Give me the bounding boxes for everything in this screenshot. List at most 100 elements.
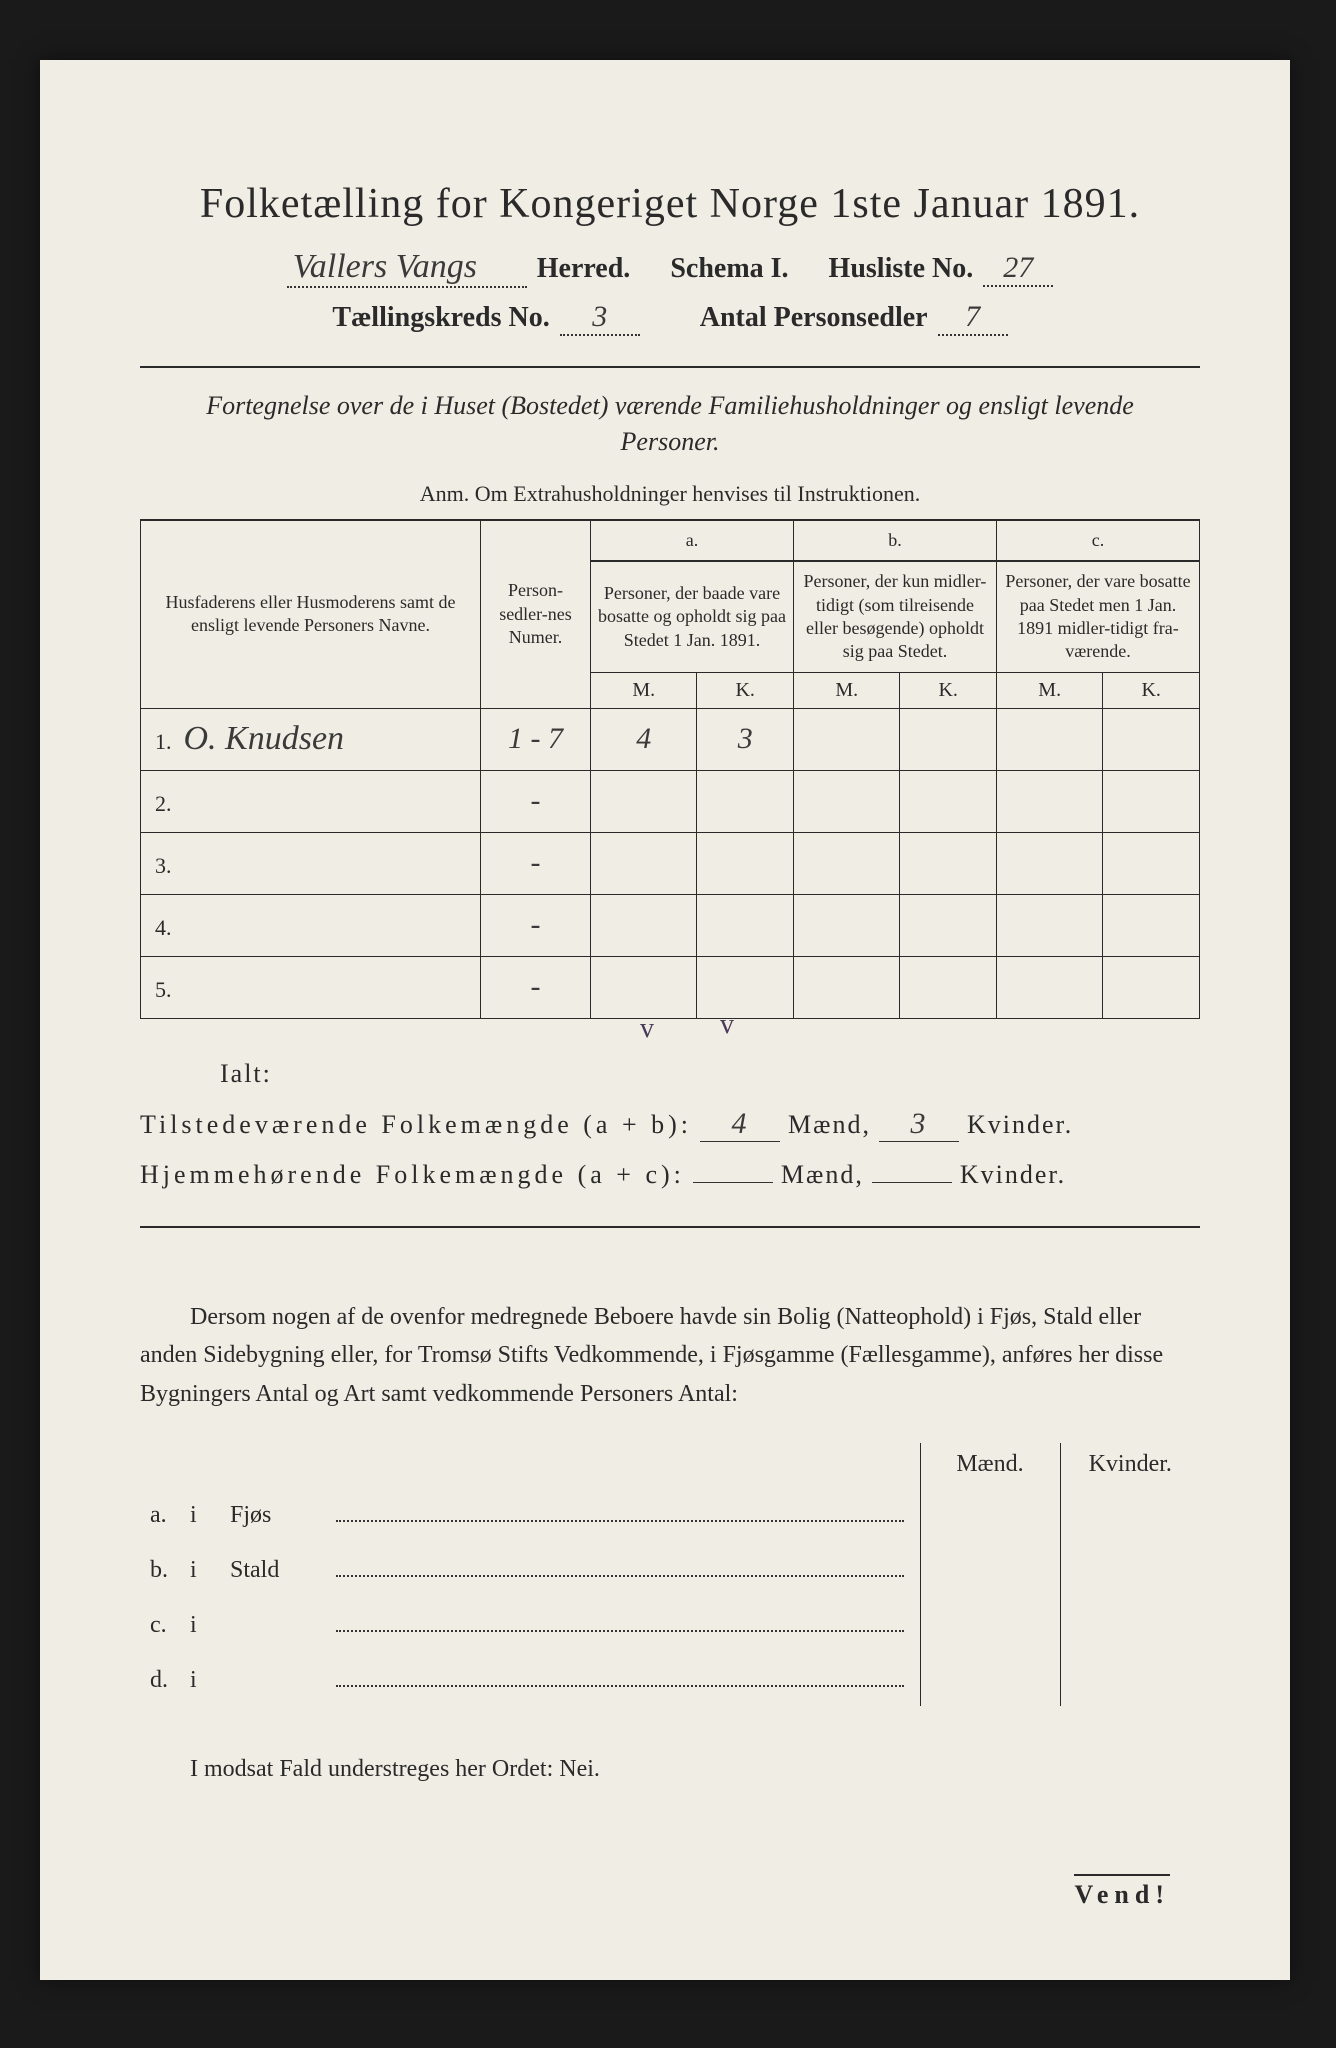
hjemme-label: Hjemmehørende Folkemængde (a + c):	[140, 1160, 685, 1190]
kreds-label: Tællingskreds No.	[332, 302, 549, 334]
table-row: 5. -	[141, 956, 1200, 1018]
row-b-m	[793, 832, 899, 894]
row-name: 4.	[141, 894, 481, 956]
herred-label: Herred.	[537, 253, 631, 285]
divider-2	[140, 1226, 1200, 1228]
col-c-m: M.	[996, 672, 1102, 708]
row-a-m: 4	[591, 708, 697, 770]
row-name: 2.	[141, 770, 481, 832]
row-c-m	[996, 770, 1102, 832]
antal-label: Antal Personsedler	[700, 302, 928, 334]
maend-label-1: Mænd,	[788, 1110, 871, 1140]
col-name-header: Husfaderens eller Husmoderens samt de en…	[141, 520, 481, 708]
annotation-note: Anm. Om Extrahusholdninger henvises til …	[140, 481, 1200, 507]
husliste-label: Husliste No.	[829, 253, 974, 285]
row-c-k	[1103, 708, 1200, 770]
page-title: Folketælling for Kongeriget Norge 1ste J…	[140, 180, 1200, 228]
building-label-cell: a.iFjøs	[140, 1486, 920, 1541]
ialt-label: Ialt:	[220, 1059, 1200, 1089]
table-row: 4. -	[141, 894, 1200, 956]
kvinder-label-1: Kvinder.	[967, 1110, 1073, 1140]
row-b-k	[900, 770, 997, 832]
building-label-cell: b.iStald	[140, 1541, 920, 1596]
col-numer-header: Person-sedler-nes Numer.	[481, 520, 591, 708]
kvinder-label-2: Kvinder.	[960, 1160, 1066, 1190]
col-b-header: Personer, der kun midler-tidigt (som til…	[793, 561, 996, 672]
col-b-top: b.	[793, 520, 996, 561]
row-numer: 1 - 7	[481, 708, 591, 770]
row-numer: -	[481, 770, 591, 832]
col-a-top: a.	[591, 520, 794, 561]
building-row: d.i	[140, 1651, 1200, 1706]
table-row: 3. -	[141, 832, 1200, 894]
row-a-k	[697, 894, 794, 956]
col-c-k: K.	[1103, 672, 1200, 708]
row-c-k	[1103, 956, 1200, 1018]
building-paragraph: Dersom nogen af de ovenfor medregnede Be…	[140, 1298, 1200, 1413]
row-numer: -	[481, 894, 591, 956]
building-k	[1060, 1651, 1200, 1706]
row-c-k	[1103, 770, 1200, 832]
row-name: 3.	[141, 832, 481, 894]
building-label-cell: c.i	[140, 1596, 920, 1651]
header-line-1: Vallers Vangs Herred. Schema I. Husliste…	[140, 248, 1200, 288]
row-b-m	[793, 770, 899, 832]
checkmark-1: v	[640, 1013, 654, 1045]
building-k	[1060, 1596, 1200, 1651]
row-name: 5.	[141, 956, 481, 1018]
building-k	[1060, 1541, 1200, 1596]
col-c-top: c.	[996, 520, 1199, 561]
building-label-cell: d.i	[140, 1651, 920, 1706]
row-c-k	[1103, 832, 1200, 894]
form-subtitle: Fortegnelse over de i Huset (Bostedet) v…	[180, 388, 1160, 461]
col-a-k: K.	[697, 672, 794, 708]
totals-section: Ialt: Tilstedeværende Folkemængde (a + b…	[140, 1059, 1200, 1190]
building-m	[920, 1651, 1060, 1706]
building-hdr-k: Kvinder.	[1060, 1443, 1200, 1486]
antal-value: 7	[938, 300, 1008, 336]
checkmark-2: v	[720, 1009, 734, 1041]
table-row: 1. O. Knudsen1 - 743	[141, 708, 1200, 770]
divider	[140, 366, 1200, 368]
building-m	[920, 1596, 1060, 1651]
tilstede-m: 4	[700, 1107, 780, 1142]
row-c-k	[1103, 894, 1200, 956]
vend-label: Vend!	[1074, 1874, 1170, 1910]
schema-label: Schema I.	[670, 253, 788, 285]
maend-label-2: Mænd,	[781, 1160, 864, 1190]
row-a-m	[591, 956, 697, 1018]
header-line-2: Tællingskreds No. 3 Antal Personsedler 7	[140, 300, 1200, 336]
col-a-header: Personer, der baade vare bosatte og opho…	[591, 561, 794, 672]
building-m	[920, 1541, 1060, 1596]
row-b-m	[793, 708, 899, 770]
building-k	[1060, 1486, 1200, 1541]
building-table: Mænd. Kvinder. a.iFjøsb.iStaldc.id.i	[140, 1443, 1200, 1706]
row-numer: -	[481, 956, 591, 1018]
row-b-m	[793, 894, 899, 956]
row-a-k: 3	[697, 708, 794, 770]
kreds-no: 3	[560, 300, 640, 336]
census-table: Husfaderens eller Husmoderens samt de en…	[140, 519, 1200, 1019]
row-c-m	[996, 894, 1102, 956]
row-a-k	[697, 832, 794, 894]
row-c-m	[996, 832, 1102, 894]
row-a-k	[697, 770, 794, 832]
col-b-m: M.	[793, 672, 899, 708]
row-name: 1. O. Knudsen	[141, 708, 481, 770]
tilstede-k: 3	[879, 1107, 959, 1142]
herred-value: Vallers Vangs	[287, 248, 527, 288]
row-a-m	[591, 894, 697, 956]
tilstede-label: Tilstedeværende Folkemængde (a + b):	[140, 1110, 692, 1140]
building-row: c.i	[140, 1596, 1200, 1651]
row-b-k	[900, 832, 997, 894]
row-c-m	[996, 956, 1102, 1018]
document-page: Folketælling for Kongeriget Norge 1ste J…	[40, 60, 1290, 1980]
husliste-no: 27	[983, 251, 1053, 287]
row-c-m	[996, 708, 1102, 770]
row-b-k	[900, 956, 997, 1018]
hjemme-k	[872, 1182, 952, 1183]
nei-line: I modsat Fald understreges her Ordet: Ne…	[140, 1756, 1200, 1783]
table-row: 2. -	[141, 770, 1200, 832]
row-b-k	[900, 894, 997, 956]
row-a-k	[697, 956, 794, 1018]
